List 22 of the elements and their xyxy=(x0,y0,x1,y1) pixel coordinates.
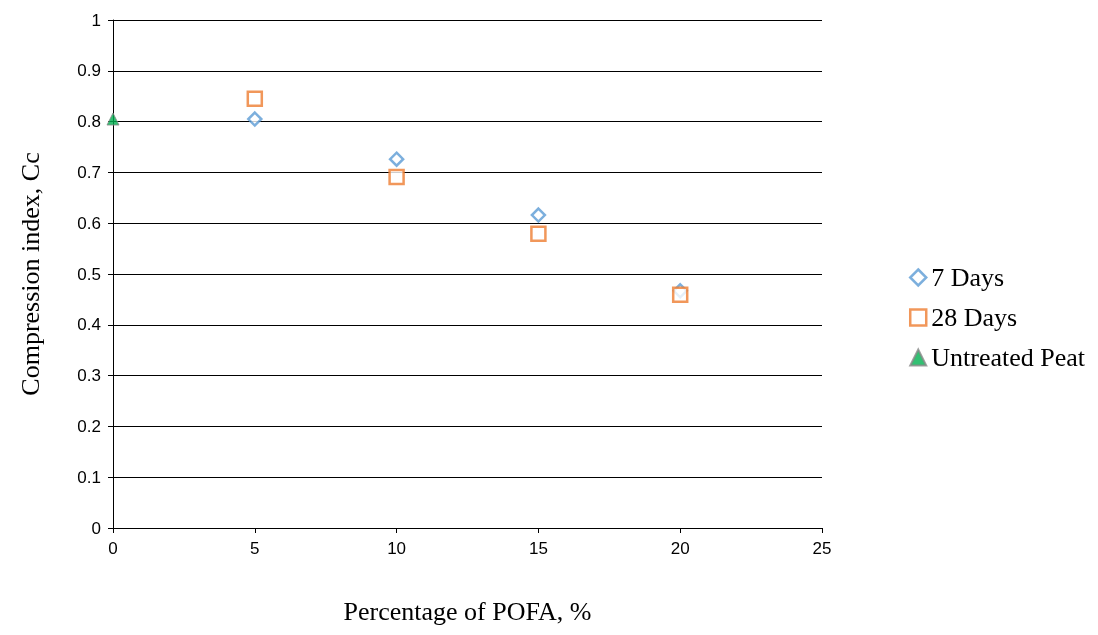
y-tick-label: 0.5 xyxy=(77,264,101,284)
legend-label: 7 Days xyxy=(931,263,1005,292)
y-tick-label: 0 xyxy=(91,518,101,538)
x-tick-label: 5 xyxy=(250,539,260,558)
y-axis-title: Compression index, Cc xyxy=(15,152,45,396)
y-tick-label: 0.1 xyxy=(77,467,101,487)
y-tick-label: 1 xyxy=(91,10,101,30)
x-tick-label: 20 xyxy=(670,539,690,558)
y-tick-label: 0.4 xyxy=(77,315,101,335)
y-tick-label: 0.7 xyxy=(77,162,101,182)
x-axis-title: Percentage of POFA, % xyxy=(343,596,592,626)
x-tick-label: 0 xyxy=(108,539,118,558)
legend-label: 28 Days xyxy=(931,303,1018,332)
legend-label: Untreated Peat xyxy=(931,343,1086,372)
x-tick-label: 15 xyxy=(528,539,548,558)
y-tick-label: 0.8 xyxy=(77,112,101,132)
y-tick-label: 0.3 xyxy=(77,366,101,386)
x-tick-label: 25 xyxy=(812,539,832,558)
y-tick-label: 0.6 xyxy=(77,213,101,233)
y-tick-label: 0.9 xyxy=(77,61,101,81)
y-tick-label: 0.2 xyxy=(77,416,101,436)
x-tick-label: 10 xyxy=(387,539,407,558)
